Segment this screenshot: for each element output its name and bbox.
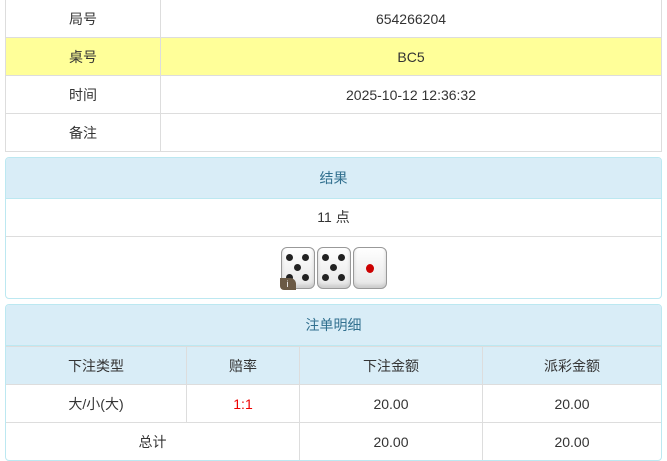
total-row: 总计 20.00 20.00 <box>6 422 661 460</box>
die-5: i <box>279 246 315 290</box>
pip <box>301 253 309 261</box>
value <box>160 113 662 152</box>
header-bet-type: 下注类型 <box>6 346 187 385</box>
row-table-id: 桌号 BC5 <box>5 37 662 76</box>
dice-row: i <box>6 237 661 298</box>
total-amount: 20.00 <box>299 422 483 460</box>
header-bet-amount: 下注金额 <box>299 346 483 385</box>
pip <box>365 263 374 273</box>
odds: 1:1 <box>186 384 300 423</box>
pip <box>337 273 345 281</box>
pip <box>337 253 345 261</box>
total-label: 总计 <box>6 422 300 460</box>
label: 局号 <box>5 0 161 38</box>
value: 654266204 <box>160 0 662 38</box>
result-points: 11 点 <box>6 199 661 237</box>
pip <box>285 253 293 261</box>
row-remark: 备注 <box>5 113 662 152</box>
table-row: 大/小(大) 1:1 20.00 20.00 <box>6 384 661 423</box>
label: 时间 <box>5 75 161 114</box>
value: BC5 <box>160 37 662 76</box>
pip <box>321 253 329 261</box>
pip <box>301 273 309 281</box>
payout: 20.00 <box>482 384 661 423</box>
result-panel: 结果 11 点 i <box>5 157 662 299</box>
bet-type: 大/小(大) <box>6 384 187 423</box>
bet-details-panel: 注单明细 下注类型 赔率 下注金额 派彩金额 大/小(大) 1:1 20.00 … <box>5 304 662 461</box>
die-1 <box>352 246 387 289</box>
value: 2025-10-12 12:36:32 <box>160 75 662 114</box>
pip <box>285 273 293 281</box>
label: 桌号 <box>5 37 161 76</box>
die-5 <box>316 246 351 289</box>
pip <box>329 263 337 271</box>
bet-amount: 20.00 <box>299 384 483 423</box>
row-time: 时间 2025-10-12 12:36:32 <box>5 75 662 114</box>
info-icon[interactable]: i <box>279 277 296 290</box>
pip <box>293 263 301 271</box>
pip <box>321 273 329 281</box>
bet-details-title: 注单明细 <box>6 305 661 346</box>
round-info-table: 局号 654266204 桌号 BC5 时间 2025-10-12 12:36:32 … <box>5 0 662 152</box>
result-title: 结果 <box>6 158 661 199</box>
header-payout: 派彩金额 <box>482 346 661 385</box>
header-odds: 赔率 <box>186 346 300 385</box>
label: 备注 <box>5 113 161 152</box>
row-round-id: 局号 654266204 <box>5 0 662 38</box>
total-payout: 20.00 <box>482 422 661 460</box>
bet-table: 下注类型 赔率 下注金额 派彩金额 大/小(大) 1:1 20.00 20.00… <box>6 346 661 460</box>
